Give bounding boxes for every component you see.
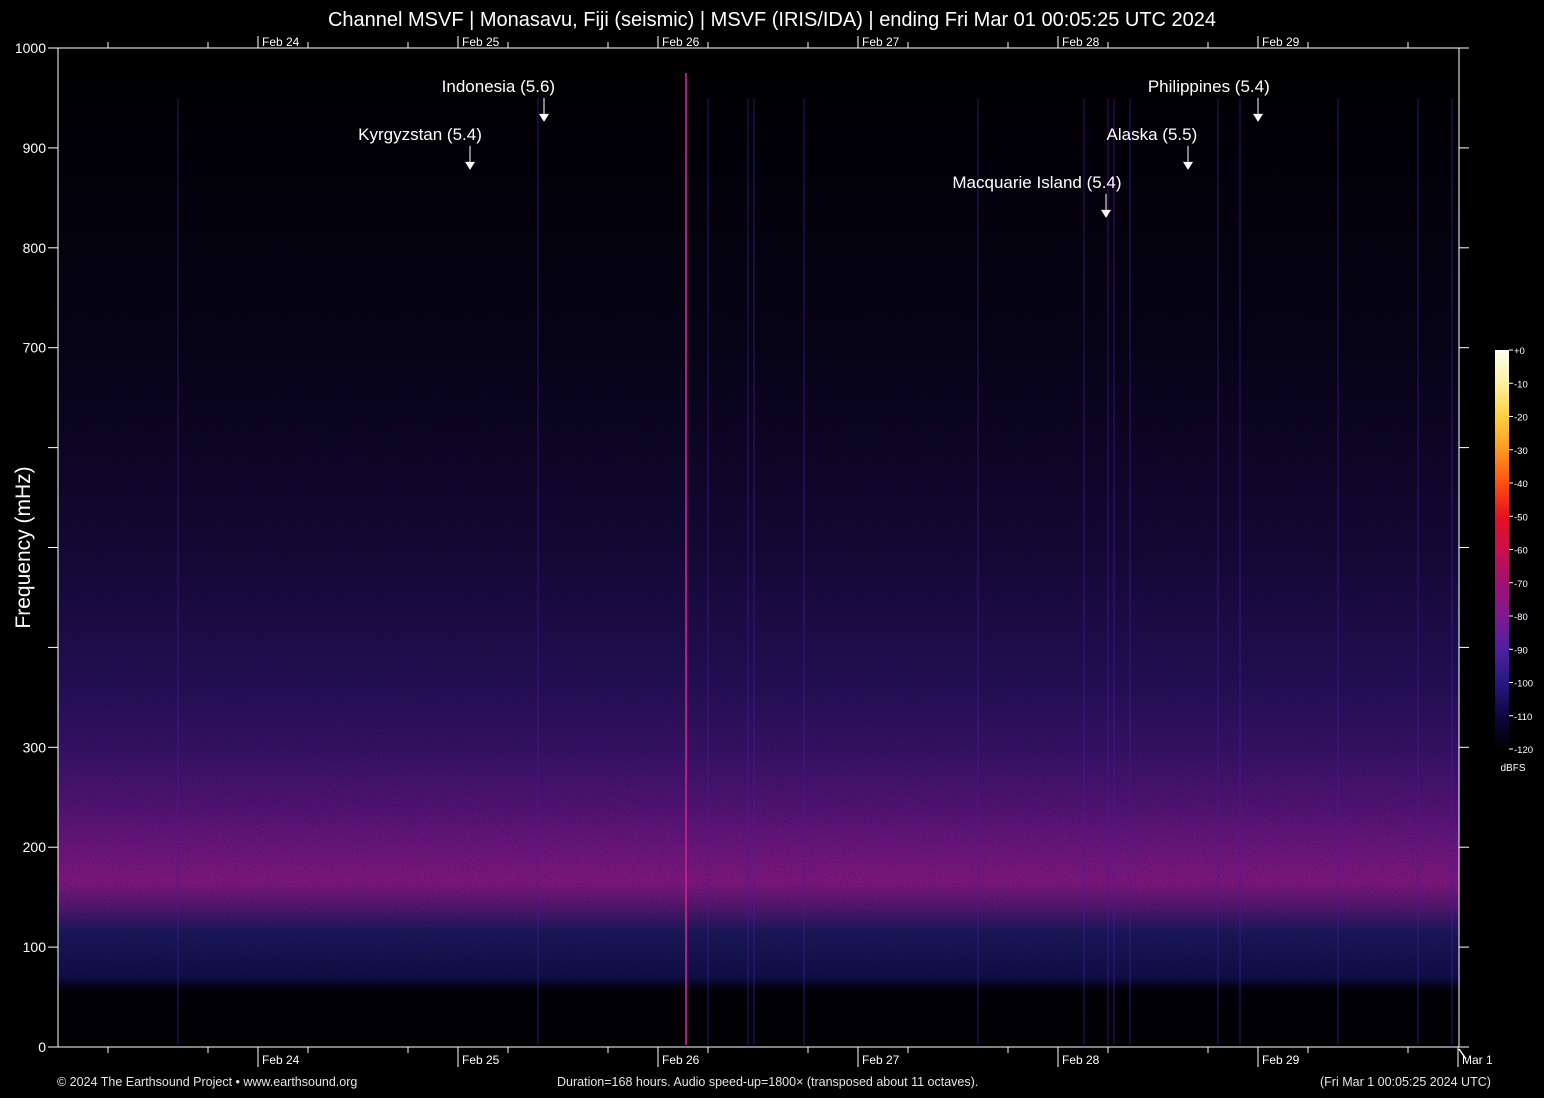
colorbar-tick-label: -40 bbox=[1514, 479, 1528, 490]
footer-credit: © 2024 The Earthsound Project • www.eart… bbox=[57, 1075, 358, 1089]
x-tick-label: Feb 24 bbox=[262, 1053, 300, 1067]
y-axis-label: Frequency (mHz) bbox=[12, 466, 35, 628]
x-tick-label: Feb 28 bbox=[1062, 1053, 1100, 1067]
y-tick-label: 900 bbox=[23, 140, 47, 156]
event-arrow-icon bbox=[1183, 161, 1193, 170]
x-tick-label-top: Feb 29 bbox=[1262, 35, 1300, 49]
y-tick-label: 300 bbox=[23, 739, 47, 755]
x-tick-label-top: Feb 28 bbox=[1062, 35, 1100, 49]
event-arrow-icon bbox=[1253, 113, 1263, 122]
y-tick-label: 1000 bbox=[15, 40, 46, 56]
event-annotation: Indonesia (5.6) bbox=[442, 77, 555, 122]
low-frequency-band bbox=[58, 989, 1459, 1047]
colorbar-tick-label: +0 bbox=[1514, 346, 1525, 357]
colorbar-tick-label: -80 bbox=[1514, 612, 1528, 623]
event-arrow-icon bbox=[539, 113, 549, 122]
x-tick-label: Feb 27 bbox=[862, 1053, 900, 1067]
event-label: Alaska (5.5) bbox=[1107, 125, 1198, 144]
colorbar-tick-label: -110 bbox=[1514, 712, 1532, 723]
event-annotation: Alaska (5.5) bbox=[1107, 125, 1198, 170]
event-arrow-icon bbox=[465, 161, 475, 170]
colorbar-tick-label: -120 bbox=[1514, 745, 1533, 756]
x-tick-label-top: Feb 27 bbox=[862, 35, 900, 49]
chart-title: Channel MSVF | Monasavu, Fiji (seismic) … bbox=[327, 9, 1217, 31]
colorbar-tick-label: -20 bbox=[1514, 413, 1528, 424]
footer-duration: Duration=168 hours. Audio speed-up=1800×… bbox=[557, 1075, 979, 1089]
spectrogram-noise bbox=[58, 48, 1459, 1047]
event-annotation: Philippines (5.4) bbox=[1148, 77, 1270, 122]
y-tick-label: 0 bbox=[38, 1039, 46, 1055]
event-label: Indonesia (5.6) bbox=[442, 77, 555, 96]
x-tick-label: Feb 29 bbox=[1262, 1053, 1300, 1067]
colorbar-tick-label: -70 bbox=[1514, 579, 1528, 590]
colorbar-tick-label: -50 bbox=[1514, 512, 1528, 523]
y-tick-label: 800 bbox=[23, 240, 47, 256]
colorbar-unit: dBFS bbox=[1500, 763, 1525, 774]
y-tick-label: 200 bbox=[23, 839, 47, 855]
footer-timestamp: (Fri Mar 1 00:05:25 2024 UTC) bbox=[1320, 1075, 1491, 1089]
colorbar-tick-label: -10 bbox=[1514, 379, 1528, 390]
colorbar-tick-label: -90 bbox=[1514, 645, 1528, 656]
colorbar-tick-label: -60 bbox=[1514, 546, 1528, 557]
colorbar-tick-label: -100 bbox=[1514, 679, 1533, 690]
event-arrow-icon bbox=[1101, 209, 1111, 218]
event-label: Macquarie Island (5.4) bbox=[952, 173, 1121, 192]
y-tick-label: 700 bbox=[23, 340, 47, 356]
event-label: Kyrgyzstan (5.4) bbox=[358, 125, 482, 144]
x-tick-label-top: Feb 24 bbox=[262, 35, 300, 49]
x-tick-label: Feb 25 bbox=[462, 1053, 500, 1067]
x-tick-label: Mar 1 bbox=[1462, 1053, 1493, 1067]
end-cursor-icon bbox=[1458, 1048, 1467, 1060]
colorbar-tick-label: -30 bbox=[1514, 446, 1528, 457]
x-tick-label: Feb 26 bbox=[662, 1053, 700, 1067]
x-tick-label-top: Feb 25 bbox=[462, 35, 500, 49]
event-annotation: Macquarie Island (5.4) bbox=[952, 173, 1122, 218]
event-label: Philippines (5.4) bbox=[1148, 77, 1270, 96]
event-annotation: Kyrgyzstan (5.4) bbox=[358, 125, 482, 170]
x-tick-label-top: Feb 26 bbox=[662, 35, 700, 49]
y-tick-label: 100 bbox=[23, 939, 47, 955]
colorbar-gradient bbox=[1495, 350, 1509, 749]
